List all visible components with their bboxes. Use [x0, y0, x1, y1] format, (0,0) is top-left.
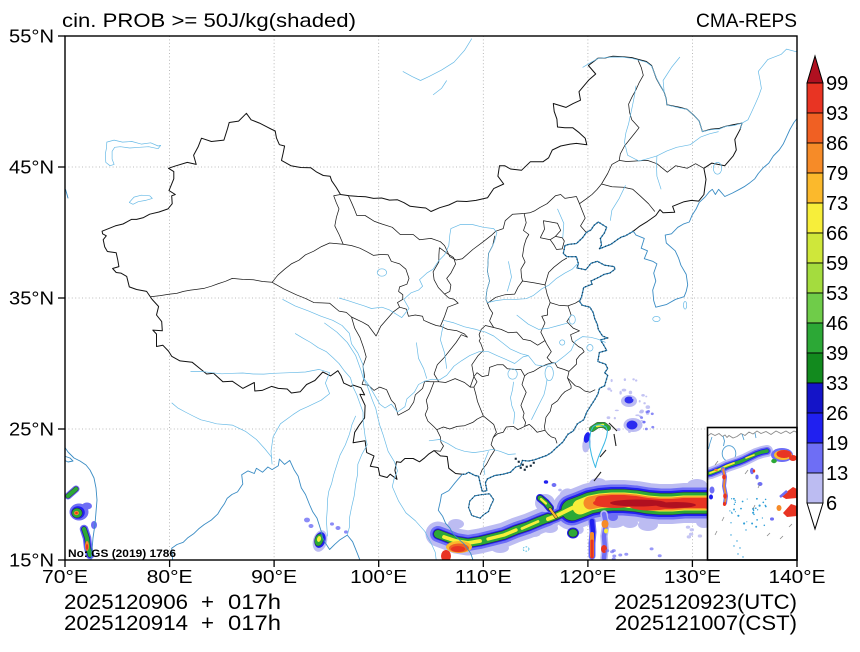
svg-text:53: 53 [826, 283, 848, 305]
svg-text:110°E: 110°E [455, 566, 512, 587]
svg-text:19: 19 [826, 433, 848, 455]
svg-text:80°E: 80°E [147, 566, 193, 587]
svg-text:+: + [201, 591, 214, 614]
svg-text:6: 6 [826, 493, 837, 515]
svg-text:2025120906: 2025120906 [64, 591, 188, 614]
svg-text:33: 33 [826, 373, 848, 395]
svg-text:70°E: 70°E [42, 566, 88, 587]
svg-text:100°E: 100°E [350, 566, 407, 587]
svg-text:017h: 017h [228, 612, 281, 635]
svg-text:140°E: 140°E [769, 566, 826, 587]
svg-text:39: 39 [826, 343, 848, 365]
svg-text:15°N: 15°N [9, 550, 54, 571]
svg-text:cin. PROB >= 50J/kg(shaded): cin. PROB >= 50J/kg(shaded) [62, 10, 356, 32]
svg-text:25°N: 25°N [9, 419, 54, 440]
svg-text:46: 46 [826, 313, 848, 335]
svg-text:+: + [201, 612, 214, 635]
svg-text:13: 13 [826, 463, 848, 485]
svg-text:90°E: 90°E [251, 566, 297, 587]
svg-text:35°N: 35°N [9, 288, 54, 309]
svg-text:86: 86 [826, 133, 848, 155]
svg-text:73: 73 [826, 193, 848, 215]
svg-text:120°E: 120°E [559, 566, 616, 587]
svg-text:2025120923(UTC): 2025120923(UTC) [614, 591, 797, 614]
svg-text:79: 79 [826, 163, 848, 185]
svg-text:No: GS (2019) 1786: No: GS (2019) 1786 [68, 548, 176, 560]
svg-text:2025121007(CST): 2025121007(CST) [615, 612, 797, 635]
svg-text:93: 93 [826, 103, 848, 125]
svg-text:45°N: 45°N [9, 157, 54, 178]
svg-text:99: 99 [826, 73, 848, 95]
svg-text:017h: 017h [228, 591, 281, 614]
svg-text:55°N: 55°N [9, 26, 54, 47]
svg-text:59: 59 [826, 253, 848, 275]
svg-text:66: 66 [826, 223, 848, 245]
svg-text:130°E: 130°E [664, 566, 721, 587]
svg-text:2025120914: 2025120914 [64, 612, 188, 635]
svg-text:26: 26 [826, 403, 848, 425]
svg-text:CMA-REPS: CMA-REPS [696, 10, 797, 32]
